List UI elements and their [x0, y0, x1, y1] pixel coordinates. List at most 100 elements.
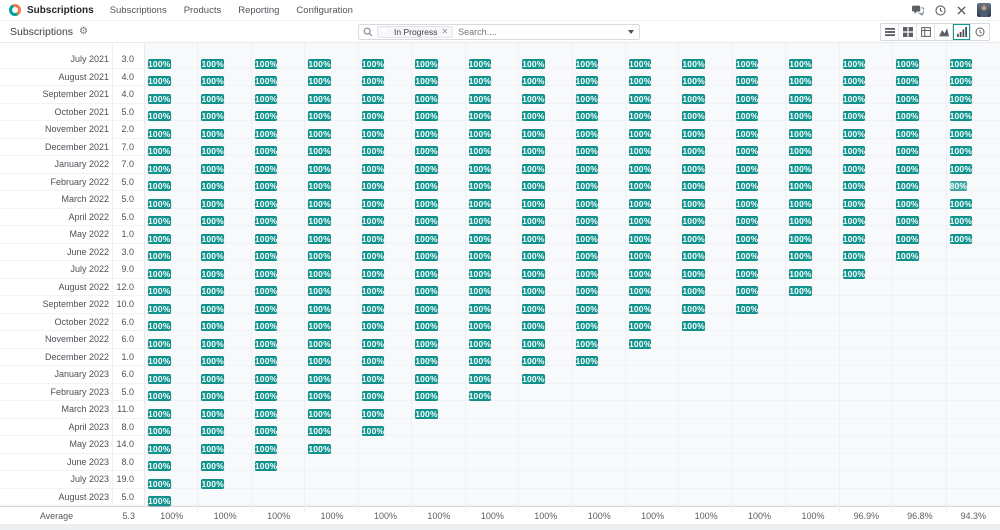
cohort-cell[interactable]: 100%: [254, 233, 278, 244]
cohort-cell[interactable]: 100%: [308, 76, 331, 86]
cohort-cell[interactable]: 100%: [468, 356, 492, 366]
cohort-cell[interactable]: 100%: [522, 181, 545, 191]
cohort-cell[interactable]: 100%: [896, 93, 919, 104]
cohort-cell[interactable]: 100%: [682, 181, 705, 191]
cohort-cell[interactable]: 100%: [575, 233, 599, 244]
cohort-cell[interactable]: 100%: [308, 251, 331, 261]
cohort-cell[interactable]: 100%: [254, 268, 278, 279]
search-input[interactable]: [458, 27, 628, 37]
cohort-cell[interactable]: 100%: [201, 93, 224, 104]
cohort-cell[interactable]: 100%: [789, 111, 812, 121]
cohort-cell[interactable]: 100%: [201, 198, 224, 209]
cohort-cell[interactable]: 100%: [468, 373, 492, 384]
cohort-cell[interactable]: 100%: [789, 58, 812, 69]
cohort-cell[interactable]: 100%: [789, 286, 812, 296]
cohort-cell[interactable]: 100%: [575, 198, 599, 209]
cohort-cell[interactable]: 100%: [361, 216, 385, 226]
cohort-cell[interactable]: 100%: [842, 251, 866, 261]
cohort-cell[interactable]: 100%: [735, 303, 759, 314]
cohort-cell[interactable]: 100%: [201, 163, 224, 174]
nav-menu-configuration[interactable]: Configuration: [296, 4, 353, 16]
cohort-cell[interactable]: 100%: [575, 303, 599, 314]
cohort-cell[interactable]: 100%: [361, 391, 385, 401]
cohort-cell[interactable]: 100%: [575, 321, 599, 331]
cohort-cell[interactable]: 100%: [628, 163, 652, 174]
cohort-cell[interactable]: 100%: [949, 233, 973, 244]
cohort-cell[interactable]: 100%: [522, 356, 545, 366]
cohort-cell[interactable]: 100%: [415, 76, 438, 86]
cohort-cell[interactable]: 100%: [735, 286, 759, 296]
cohort-cell[interactable]: 100%: [468, 93, 492, 104]
cohort-cell[interactable]: 100%: [842, 268, 866, 279]
cohort-cell[interactable]: 100%: [789, 181, 812, 191]
cohort-cell[interactable]: 100%: [468, 58, 492, 69]
cohort-cell[interactable]: 100%: [361, 58, 385, 69]
cohort-cell[interactable]: 100%: [575, 76, 599, 86]
cohort-cell[interactable]: 100%: [308, 181, 331, 191]
cohort-cell[interactable]: 100%: [949, 93, 973, 104]
cohort-cell[interactable]: 100%: [789, 233, 812, 244]
cohort-cell[interactable]: 100%: [308, 443, 331, 454]
cohort-cell[interactable]: 100%: [522, 233, 545, 244]
nav-menu-reporting[interactable]: Reporting: [238, 4, 280, 16]
cohort-cell[interactable]: 100%: [682, 268, 705, 279]
cohort-cell[interactable]: 100%: [308, 391, 331, 401]
cohort-cell[interactable]: 100%: [628, 286, 652, 296]
cohort-cell[interactable]: 100%: [735, 251, 759, 261]
cohort-cell[interactable]: 100%: [201, 286, 224, 296]
cohort-cell[interactable]: 100%: [628, 198, 652, 209]
cohort-cell[interactable]: 100%: [842, 163, 866, 174]
cohort-cell[interactable]: 100%: [468, 181, 492, 191]
cohort-cell[interactable]: 100%: [468, 321, 492, 331]
cohort-cell[interactable]: 100%: [201, 426, 224, 436]
cohort-cell[interactable]: 100%: [628, 111, 652, 121]
cohort-cell[interactable]: 100%: [682, 128, 705, 139]
cohort-cell[interactable]: 100%: [628, 58, 652, 69]
cohort-cell[interactable]: 100%: [361, 111, 385, 121]
cohort-cell[interactable]: 100%: [415, 146, 438, 156]
kanban-view-button[interactable]: [899, 23, 917, 40]
cohort-cell[interactable]: 100%: [148, 373, 171, 384]
cohort-cell[interactable]: 100%: [735, 216, 759, 226]
cohort-cell[interactable]: 100%: [468, 391, 492, 401]
cohort-cell[interactable]: 100%: [308, 321, 331, 331]
cohort-cell[interactable]: 100%: [148, 426, 171, 436]
cohort-cell[interactable]: 100%: [361, 408, 385, 419]
facet-remove-icon[interactable]: ✕: [441, 27, 449, 36]
cohort-cell[interactable]: 100%: [896, 233, 919, 244]
cohort-cell[interactable]: 100%: [148, 321, 171, 331]
cohort-cell[interactable]: 100%: [308, 111, 331, 121]
cohort-cell[interactable]: 100%: [575, 338, 599, 349]
cohort-cell[interactable]: 100%: [361, 76, 385, 86]
cohort-cell[interactable]: 100%: [361, 268, 385, 279]
cohort-cell[interactable]: 100%: [575, 216, 599, 226]
cohort-cell[interactable]: 100%: [682, 233, 705, 244]
cohort-cell[interactable]: 100%: [308, 356, 331, 366]
cohort-cell[interactable]: 100%: [201, 373, 224, 384]
cohort-cell[interactable]: 100%: [148, 58, 171, 69]
messages-icon[interactable]: [912, 5, 924, 16]
cohort-cell[interactable]: 100%: [148, 216, 171, 226]
cohort-cell[interactable]: 100%: [789, 76, 812, 86]
cohort-cell[interactable]: 100%: [415, 181, 438, 191]
cohort-cell[interactable]: 100%: [148, 461, 171, 471]
cohort-cell[interactable]: 100%: [254, 303, 278, 314]
cohort-cell[interactable]: 100%: [575, 146, 599, 156]
cohort-cell[interactable]: 100%: [628, 76, 652, 86]
cohort-cell[interactable]: 100%: [148, 93, 171, 104]
cohort-cell[interactable]: 100%: [468, 163, 492, 174]
cohort-cell[interactable]: 100%: [628, 216, 652, 226]
cohort-cell[interactable]: 100%: [201, 443, 224, 454]
cohort-cell[interactable]: 100%: [575, 128, 599, 139]
cohort-cell[interactable]: 100%: [361, 128, 385, 139]
cohort-cell[interactable]: 100%: [254, 408, 278, 419]
cohort-cell[interactable]: 100%: [735, 233, 759, 244]
cohort-cell[interactable]: 100%: [522, 111, 545, 121]
cohort-cell[interactable]: 100%: [896, 146, 919, 156]
cohort-cell[interactable]: 100%: [254, 286, 278, 296]
cohort-cell[interactable]: 100%: [628, 268, 652, 279]
cohort-cell[interactable]: 100%: [896, 76, 919, 86]
cohort-cell[interactable]: 100%: [896, 163, 919, 174]
cohort-cell[interactable]: 100%: [148, 111, 171, 121]
cohort-cell[interactable]: 100%: [148, 76, 171, 86]
